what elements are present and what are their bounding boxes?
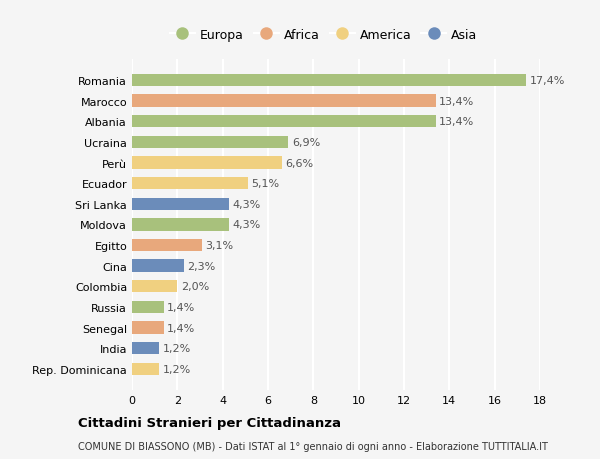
Bar: [132, 75, 526, 87]
Text: 5,1%: 5,1%: [251, 179, 279, 189]
Text: 6,9%: 6,9%: [292, 138, 320, 148]
Text: 4,3%: 4,3%: [233, 199, 261, 209]
Bar: [132, 280, 178, 293]
Bar: [132, 260, 184, 272]
Text: 3,1%: 3,1%: [206, 241, 234, 251]
Bar: [132, 116, 436, 128]
Bar: [132, 136, 289, 149]
Bar: [132, 301, 164, 313]
Bar: [132, 157, 281, 169]
Bar: [132, 95, 436, 107]
Text: 13,4%: 13,4%: [439, 96, 475, 106]
Bar: [132, 322, 164, 334]
Text: 1,2%: 1,2%: [163, 364, 191, 374]
Text: Cittadini Stranieri per Cittadinanza: Cittadini Stranieri per Cittadinanza: [78, 416, 341, 429]
Text: 2,3%: 2,3%: [188, 261, 216, 271]
Bar: [132, 342, 159, 354]
Bar: [132, 219, 229, 231]
Text: 4,3%: 4,3%: [233, 220, 261, 230]
Text: 1,4%: 1,4%: [167, 302, 196, 312]
Text: 6,6%: 6,6%: [285, 158, 313, 168]
Bar: [132, 363, 159, 375]
Text: 1,4%: 1,4%: [167, 323, 196, 333]
Bar: [132, 198, 229, 211]
Text: 1,2%: 1,2%: [163, 343, 191, 353]
Text: 13,4%: 13,4%: [439, 117, 475, 127]
Legend: Europa, Africa, America, Asia: Europa, Africa, America, Asia: [167, 26, 480, 44]
Bar: [132, 239, 202, 252]
Text: COMUNE DI BIASSONO (MB) - Dati ISTAT al 1° gennaio di ogni anno - Elaborazione T: COMUNE DI BIASSONO (MB) - Dati ISTAT al …: [78, 441, 548, 451]
Text: 2,0%: 2,0%: [181, 282, 209, 291]
Text: 17,4%: 17,4%: [530, 76, 565, 86]
Bar: [132, 178, 248, 190]
